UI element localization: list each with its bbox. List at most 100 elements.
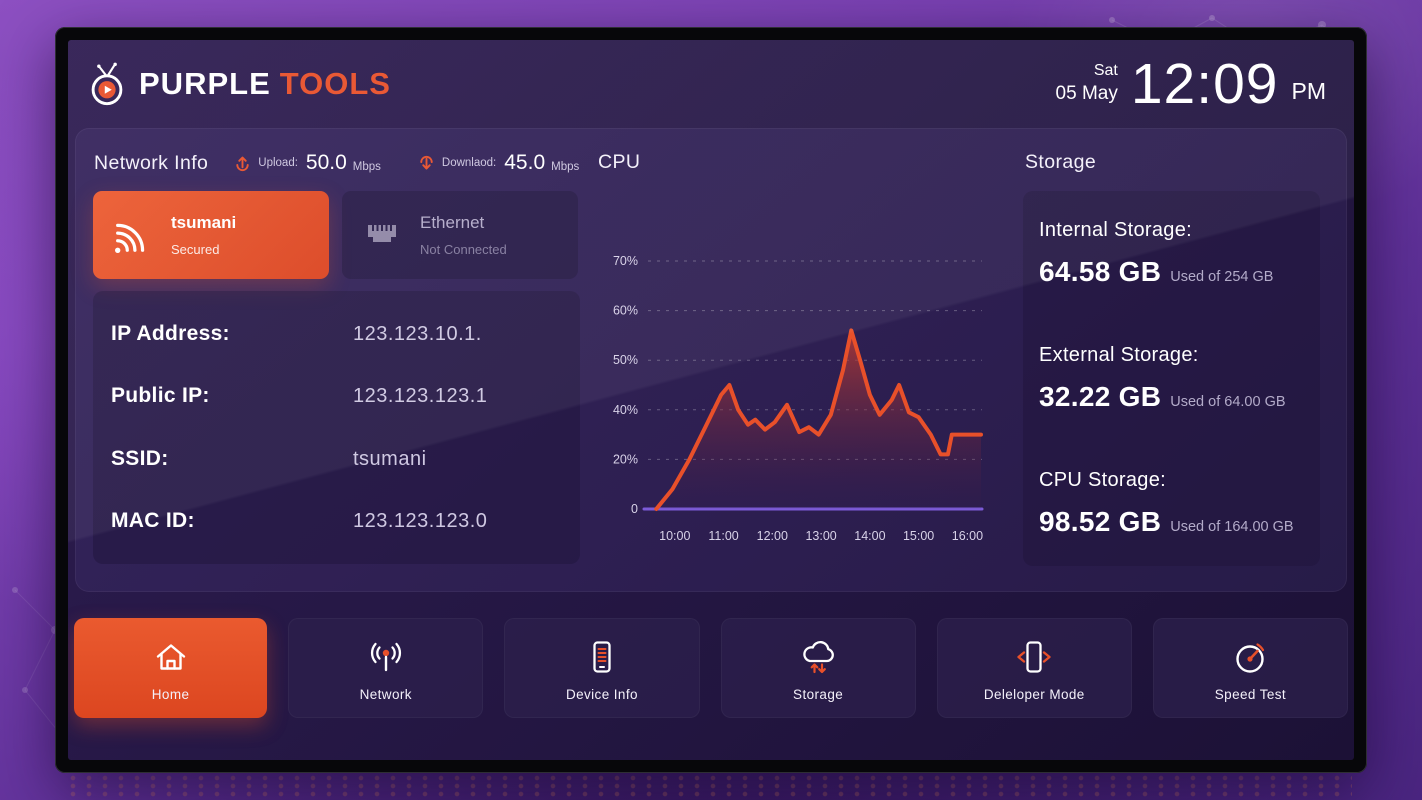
cpu-storage-item: CPU Storage: 98.52 GB Used of 164.00 GB (1039, 469, 1304, 538)
cpu-storage-value: 98.52 GB (1039, 506, 1162, 537)
internal-storage-value: 64.58 GB (1039, 256, 1162, 287)
clock: Sat 05 May 12:09 PM (1056, 51, 1327, 116)
upload-value: 50.0 (305, 151, 347, 174)
detail-row-ip: IP Address: 123.123.10.1. (93, 322, 580, 346)
cpu-storage-label: CPU Storage: (1039, 469, 1166, 491)
internal-storage-usage: Used of 254 GB (1170, 269, 1274, 285)
wifi-icon (115, 223, 145, 253)
storage-cloud-icon (803, 640, 835, 673)
detail-row-ssid: SSID: tsumani (93, 447, 580, 471)
dashboard-panel: Network Info Upload: 50.0 Mbps (75, 128, 1347, 592)
detail-row-public-ip: Public IP: 123.123.123.1 (93, 384, 580, 408)
ethernet-card-text: Ethernet Not Connected (420, 213, 507, 257)
nav-tile-storage[interactable]: Storage (720, 618, 916, 718)
mac-id-value: 123.123.123.0 (353, 509, 488, 532)
nav-label-speed-test: Speed Test (1214, 686, 1287, 702)
storage-panel: Internal Storage: 64.58 GB Used of 254 G… (1023, 191, 1320, 566)
speed-test-icon (1236, 642, 1265, 673)
nav-tile-speed-test[interactable]: Speed Test (1152, 618, 1349, 718)
cpu-storage-usage: Used of 164.00 GB (1170, 519, 1294, 535)
download-unit: Mbps (551, 161, 580, 173)
brand-tv-icon (91, 62, 123, 106)
device-info-icon (593, 640, 611, 673)
wifi-status: Secured (171, 242, 220, 257)
cpu-usage-area-chart: 70% 60% 50% 40% 20% 0 10:00 11:00 12:00 13:00 14:0… (613, 254, 984, 543)
svg-text:11:00: 11:00 (708, 529, 738, 543)
brand-word-purple: PURPLE (139, 66, 271, 101)
brand-logo: PURPLE TOOLS (84, 61, 391, 107)
svg-text:0: 0 (631, 502, 638, 516)
svg-text:15:00: 15:00 (903, 529, 934, 543)
internal-storage-label: Internal Storage: (1039, 219, 1192, 241)
network-section-title: Network Info (94, 151, 209, 174)
external-storage-label: External Storage: (1039, 344, 1199, 366)
brand-word-tools: TOOLS (279, 66, 391, 101)
external-storage-item: External Storage: 32.22 GB Used of 64.00… (1039, 344, 1304, 413)
upload-icon (236, 156, 249, 171)
clock-time: 12:09 (1130, 51, 1279, 116)
clock-period: PM (1291, 77, 1327, 104)
tv-frame: PURPLE TOOLS Sat 05 May 12:09 PM Network … (55, 27, 1367, 773)
svg-text:14:00: 14:00 (854, 529, 885, 543)
screen: PURPLE TOOLS Sat 05 May 12:09 PM Network … (68, 40, 1354, 760)
nav-tile-home[interactable]: Home (74, 618, 268, 718)
network-section-header: Network Info Upload: 50.0 Mbps (94, 151, 579, 175)
ethernet-card[interactable]: Ethernet Not Connected (342, 191, 578, 279)
connection-cards: tsumani Secured (93, 191, 578, 279)
nav-label-device-info: Device Info (565, 686, 638, 702)
download-label: Downlaod: (441, 157, 497, 169)
upload-label: Upload: (258, 157, 298, 169)
svg-text:12:00: 12:00 (757, 529, 788, 543)
ssid-label: SSID: (111, 446, 169, 470)
ethernet-icon (368, 225, 396, 242)
upload-stat: Upload: 50.0 Mbps (233, 151, 381, 175)
nav-label-network: Network (359, 686, 412, 702)
header: PURPLE TOOLS Sat 05 May 12:09 PM (68, 40, 1354, 128)
ethernet-name: Ethernet (420, 213, 485, 232)
clock-date-text: 05 May (1055, 83, 1118, 105)
network-icon (370, 642, 401, 671)
cpu-chart: 70% 60% 50% 40% 20% 0 10:00 11:00 12:00 13:00 14:0… (584, 187, 1008, 571)
clock-date: Sat 05 May (1056, 61, 1118, 106)
download-icon (420, 155, 433, 169)
svg-text:70%: 70% (613, 254, 638, 268)
wifi-card[interactable]: tsumani Secured (93, 191, 329, 279)
public-ip-value: 123.123.123.1 (353, 385, 488, 408)
public-ip-label: Public IP: (111, 384, 210, 408)
download-stat: Downlaod: 45.0 Mbps (417, 151, 579, 175)
nav-tile-network[interactable]: Network (288, 618, 484, 718)
svg-text:10:00: 10:00 (659, 529, 690, 543)
svg-text:16:00: 16:00 (952, 529, 983, 543)
svg-text:60%: 60% (613, 304, 638, 318)
svg-text:50%: 50% (613, 353, 638, 367)
home-icon (156, 643, 185, 670)
internal-storage-item: Internal Storage: 64.58 GB Used of 254 G… (1039, 219, 1304, 288)
external-storage-usage: Used of 64.00 GB (1170, 394, 1286, 410)
bottom-nav: Home Network (74, 618, 1349, 718)
ip-address-value: 123.123.10.1. (353, 323, 482, 346)
ssid-value: tsumani (353, 447, 427, 470)
nav-tile-developer-mode[interactable]: Deleloper Mode (936, 618, 1132, 718)
upload-unit: Mbps (352, 161, 381, 173)
nav-label-storage: Storage (793, 686, 844, 702)
speed-stats: Upload: 50.0 Mbps Downlaod: 45.0 Mbps (233, 151, 579, 175)
svg-text:40%: 40% (613, 403, 638, 417)
nav-label-home: Home (151, 686, 190, 702)
wifi-card-text: tsumani Secured (171, 213, 236, 257)
clock-day: Sat (1093, 62, 1118, 80)
svg-text:13:00: 13:00 (805, 529, 836, 543)
ethernet-status: Not Connected (420, 242, 507, 257)
svg-text:20%: 20% (613, 452, 638, 466)
wifi-ssid: tsumani (171, 213, 237, 232)
nav-label-developer-mode: Deleloper Mode (983, 686, 1085, 702)
mac-id-label: MAC ID: (111, 508, 195, 532)
storage-section-title: Storage (1025, 151, 1097, 173)
download-value: 45.0 (504, 151, 546, 174)
nav-tile-device-info[interactable]: Device Info (504, 618, 700, 718)
decor-dots-strip (70, 775, 1352, 797)
detail-row-mac: MAC ID: 123.123.123.0 (93, 509, 580, 533)
developer-mode-icon (1017, 640, 1051, 673)
brand-name: PURPLE TOOLS (139, 66, 391, 102)
ip-address-label: IP Address: (111, 322, 230, 346)
